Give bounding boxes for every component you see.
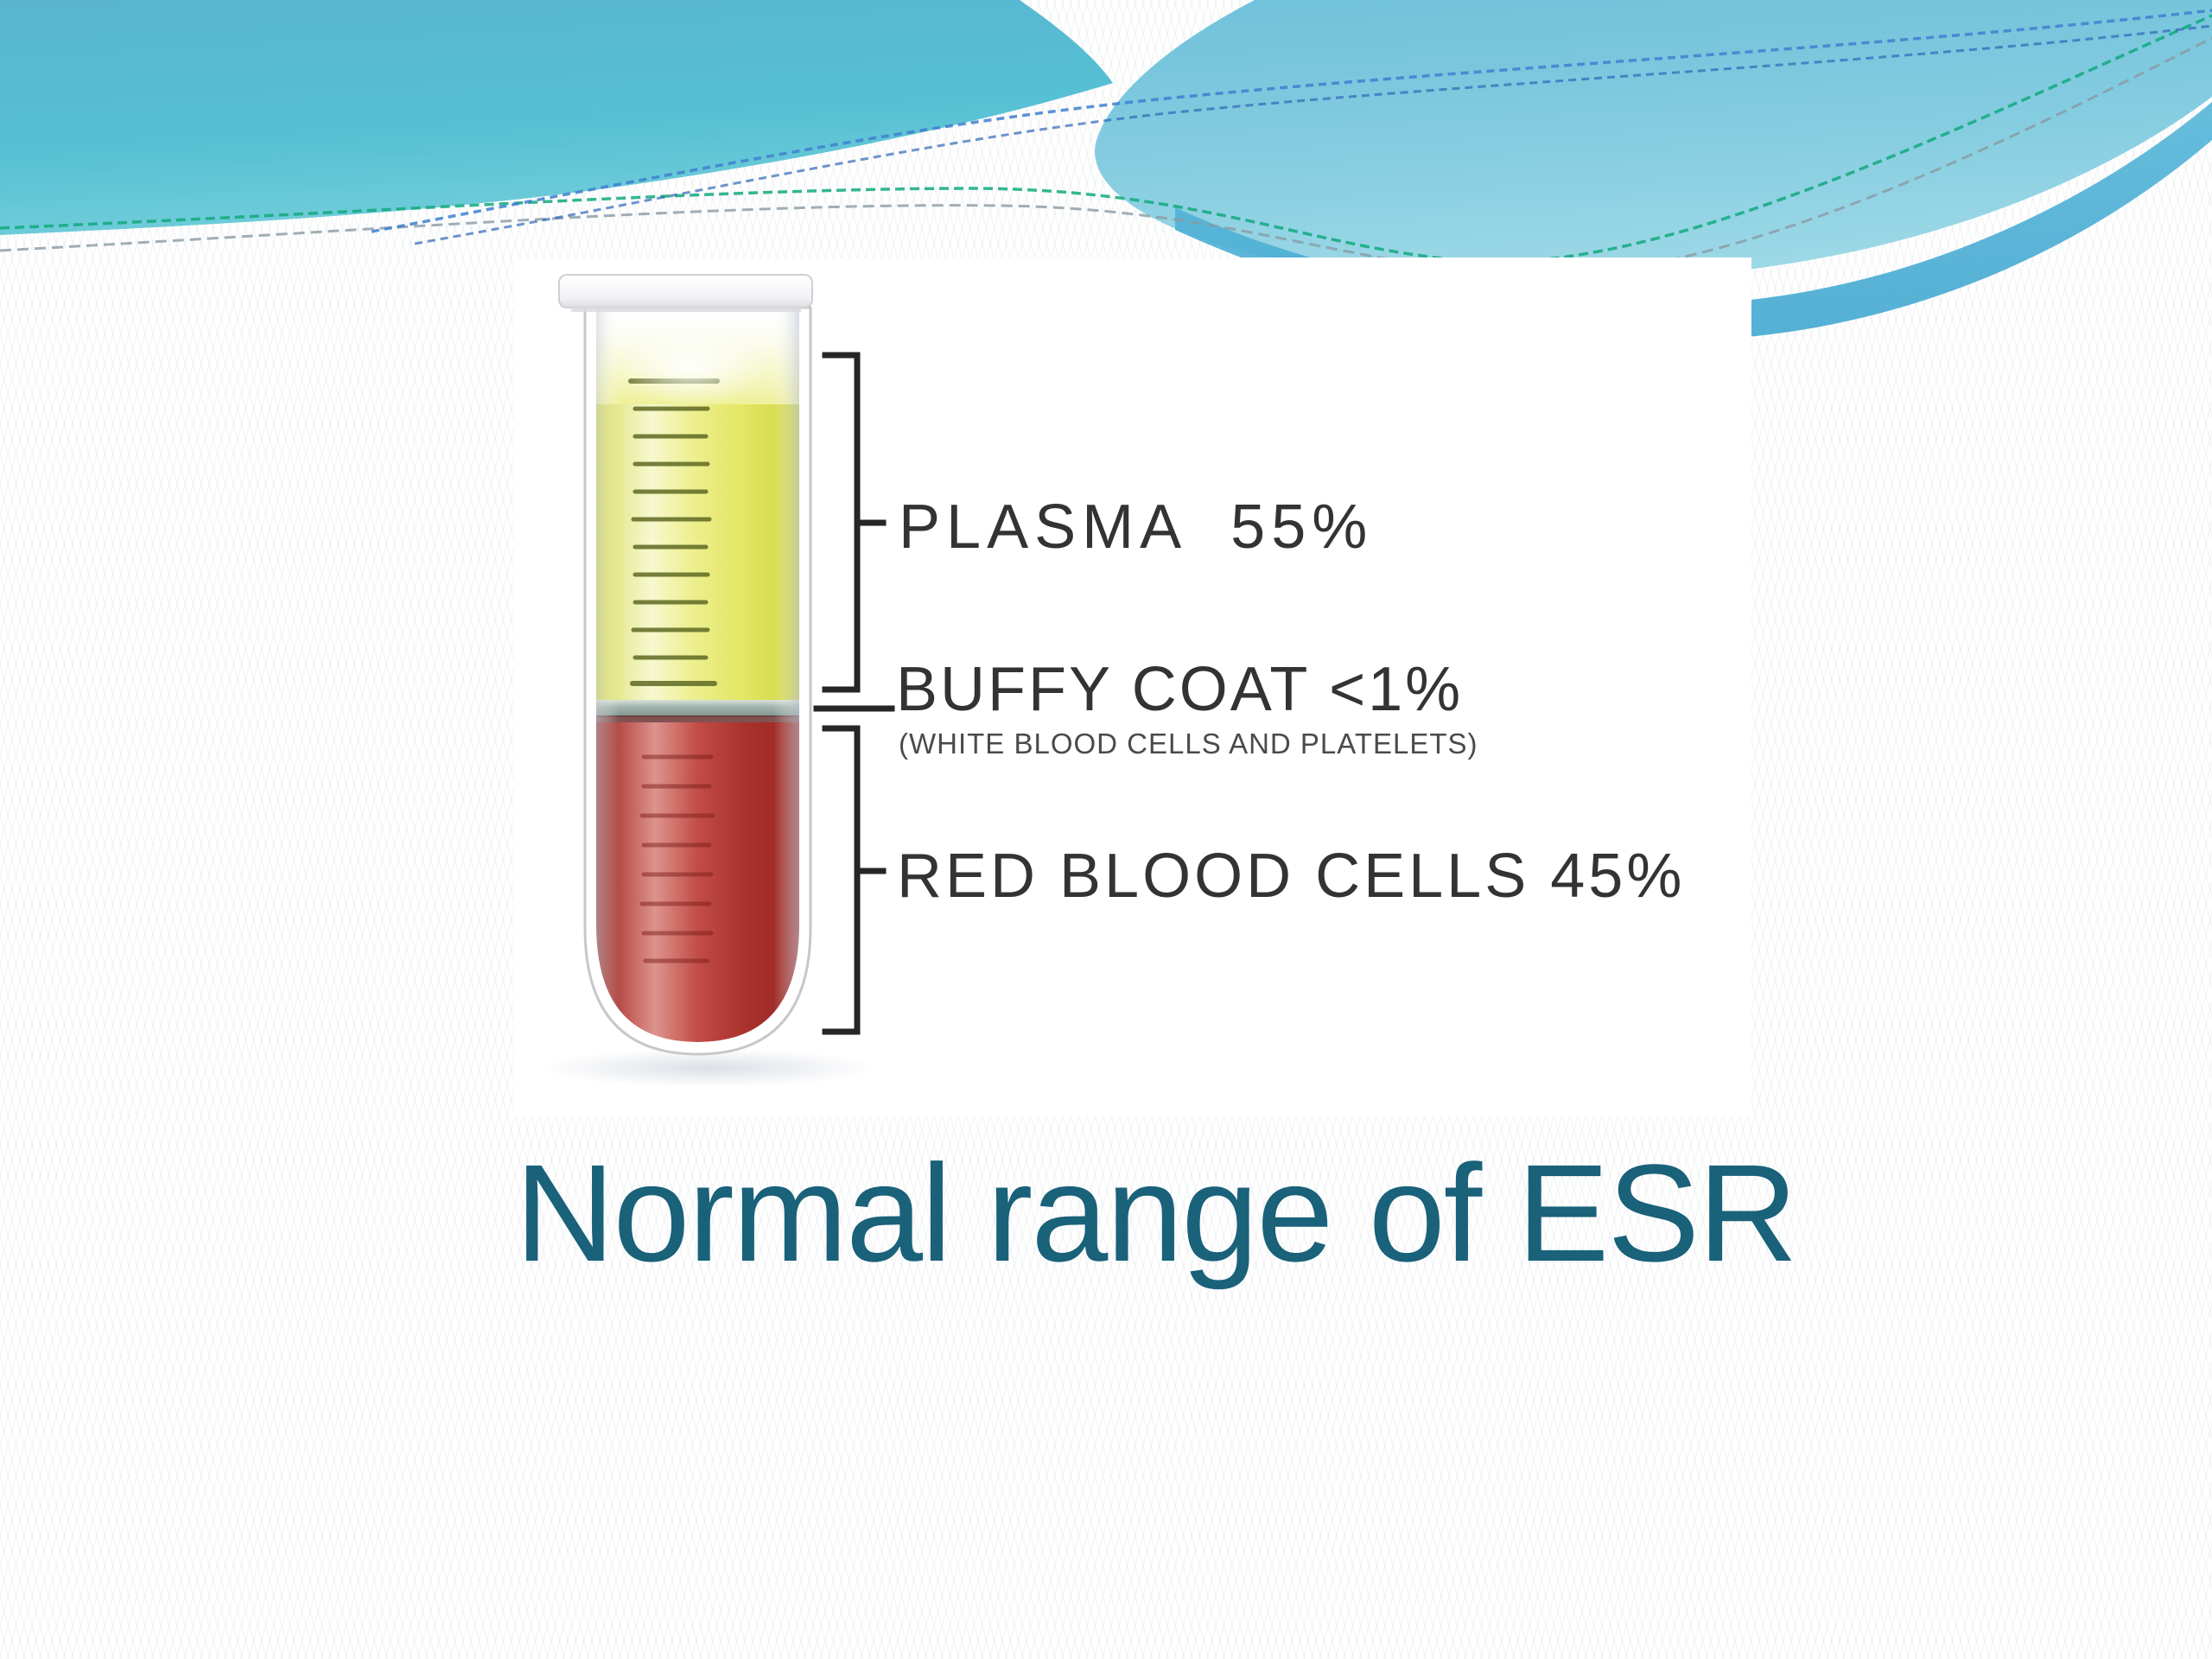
glass-left-shading [596, 308, 619, 1042]
plasma-label: PLASMA 55% [899, 493, 1374, 562]
blood-tube-figure: PLASMA 55% BUFFY COAT <1% (WHITE BLOOD C… [514, 257, 1751, 1117]
rbc-bracket [822, 725, 887, 1035]
wave-ribbon [1175, 102, 2212, 341]
plasma-section [596, 404, 799, 700]
rbc-graduation-marks [639, 754, 715, 963]
rbc-section [596, 722, 799, 1042]
test-tube-cap [558, 274, 813, 308]
tube-shadow [540, 1049, 877, 1087]
test-tube-cap-lip-shadow [571, 306, 801, 312]
accent-line-gray [0, 36, 2212, 276]
header-wave-decoration [0, 0, 2212, 341]
buffy-coat-section [596, 700, 799, 717]
buffy-coat-sublabel: (WHITE BLOOD CELLS AND PLATELETS) [899, 728, 1478, 760]
accent-line-blue-2 [414, 24, 2212, 245]
plasma-bracket [822, 352, 887, 693]
buffy-coat-dark-edge [596, 715, 799, 722]
test-tube-diagram [540, 274, 895, 1087]
buffy-coat-label: BUFFY COAT <1% [896, 655, 1464, 724]
annotation-brackets [813, 352, 895, 1035]
wave-left-lobe [0, 0, 1113, 235]
wave-right-mass [1095, 0, 2212, 283]
accent-line-blue-1 [371, 9, 2212, 233]
accent-line-green [0, 14, 2212, 264]
plasma-graduation-marks [628, 378, 720, 686]
rbc-label: RED BLOOD CELLS 45% [897, 842, 1686, 911]
glass-right-shading [773, 308, 799, 1042]
glass-glare [618, 324, 765, 407]
slide-title: Normal range of ESR [515, 1135, 1798, 1290]
